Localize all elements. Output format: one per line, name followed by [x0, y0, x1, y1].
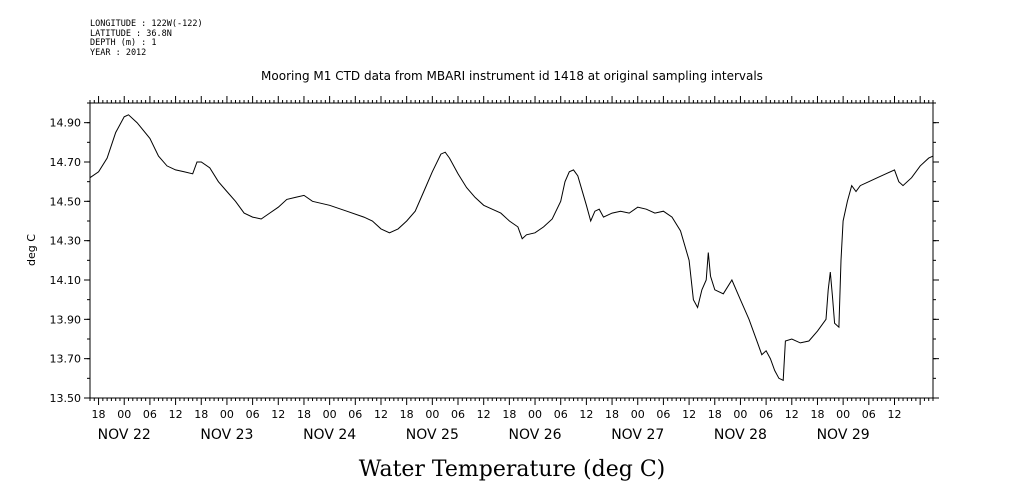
x-hour-label: 00: [220, 408, 234, 421]
meta-year: YEAR : 2012: [90, 47, 147, 58]
x-day-label: NOV 25: [406, 427, 459, 443]
x-hour-label: 18: [297, 408, 311, 421]
y-tick-label: 13.70: [50, 353, 82, 366]
x-hour-label: 06: [656, 408, 670, 421]
chart-title: Mooring M1 CTD data from MBARI instrumen…: [261, 69, 763, 83]
x-hour-label: 06: [759, 408, 773, 421]
x-hour-label: 18: [400, 408, 414, 421]
meta-depth: DEPTH (m) : 1: [90, 38, 157, 48]
y-tick-label: 14.10: [50, 274, 82, 287]
y-tick-label: 13.90: [50, 313, 82, 326]
x-hour-label: 06: [246, 408, 260, 421]
x-hour-label: 06: [143, 408, 157, 421]
x-hour-label: 12: [169, 408, 183, 421]
x-hour-label: 18: [605, 408, 619, 421]
x-day-label: NOV 29: [817, 427, 870, 443]
x-hour-label: 18: [92, 408, 106, 421]
x-day-label: NOV 24: [303, 427, 356, 443]
x-hour-label: 12: [785, 408, 799, 421]
y-tick-label: 14.70: [50, 156, 82, 169]
x-day-label: NOV 22: [98, 427, 151, 443]
x-hour-label: 00: [836, 408, 850, 421]
x-hour-label: 06: [554, 408, 568, 421]
x-axis: 18 00 06 12 18 00 06 12 18 00 06 12 18 00 06 12 18 00 06 12…: [89, 96, 934, 443]
x-axis-label: Water Temperature (deg C): [359, 457, 666, 482]
y-tick-label: 14.30: [50, 235, 82, 248]
x-hour-label: 12: [271, 408, 285, 421]
x-hour-label: 12: [374, 408, 388, 421]
x-hour-label: 00: [733, 408, 747, 421]
x-day-label: NOV 28: [714, 427, 767, 443]
x-hour-label: 06: [451, 408, 465, 421]
x-hour-label: 18: [708, 408, 722, 421]
x-day-label: NOV 26: [508, 427, 561, 443]
x-day-label: NOV 27: [611, 427, 664, 443]
y-tick-label: 14.90: [50, 117, 82, 130]
plot-frame: [89, 102, 934, 399]
y-axis: 13.50 13.70 13.90 14.10 14.30 14.50 14.70 14.90: [50, 102, 939, 405]
y-axis-label: deg C: [25, 234, 38, 266]
x-day-label: NOV 23: [200, 427, 253, 443]
y-tick-label: 13.50: [50, 392, 82, 405]
x-hour-label: 00: [631, 408, 645, 421]
x-hour-label: 00: [425, 408, 439, 421]
temperature-line: [89, 114, 934, 382]
x-hour-label: 18: [810, 408, 824, 421]
x-hour-label: 12: [887, 408, 901, 421]
x-hour-label: 00: [117, 408, 131, 421]
meta-latitude: LATITUDE : 36.8N: [90, 28, 172, 39]
x-hour-label: 06: [348, 408, 362, 421]
y-tick-label: 14.50: [50, 195, 82, 208]
x-hour-label: 12: [682, 408, 696, 421]
x-hour-label: 06: [862, 408, 876, 421]
x-hour-label: 00: [323, 408, 337, 421]
metadata-block: LONGITUDE : 122W(-122) LATITUDE : 36.8N …: [90, 19, 203, 58]
x-hour-label: 12: [477, 408, 491, 421]
x-hour-label: 18: [194, 408, 208, 421]
meta-longitude: LONGITUDE : 122W(-122): [90, 19, 203, 29]
x-hour-label: 18: [502, 408, 516, 421]
x-hour-label: 00: [528, 408, 542, 421]
x-hour-label: 12: [579, 408, 593, 421]
